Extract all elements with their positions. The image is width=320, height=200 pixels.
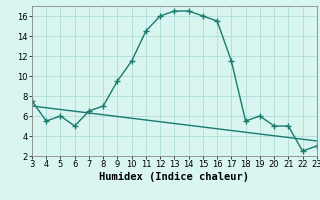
X-axis label: Humidex (Indice chaleur): Humidex (Indice chaleur) — [100, 172, 249, 182]
